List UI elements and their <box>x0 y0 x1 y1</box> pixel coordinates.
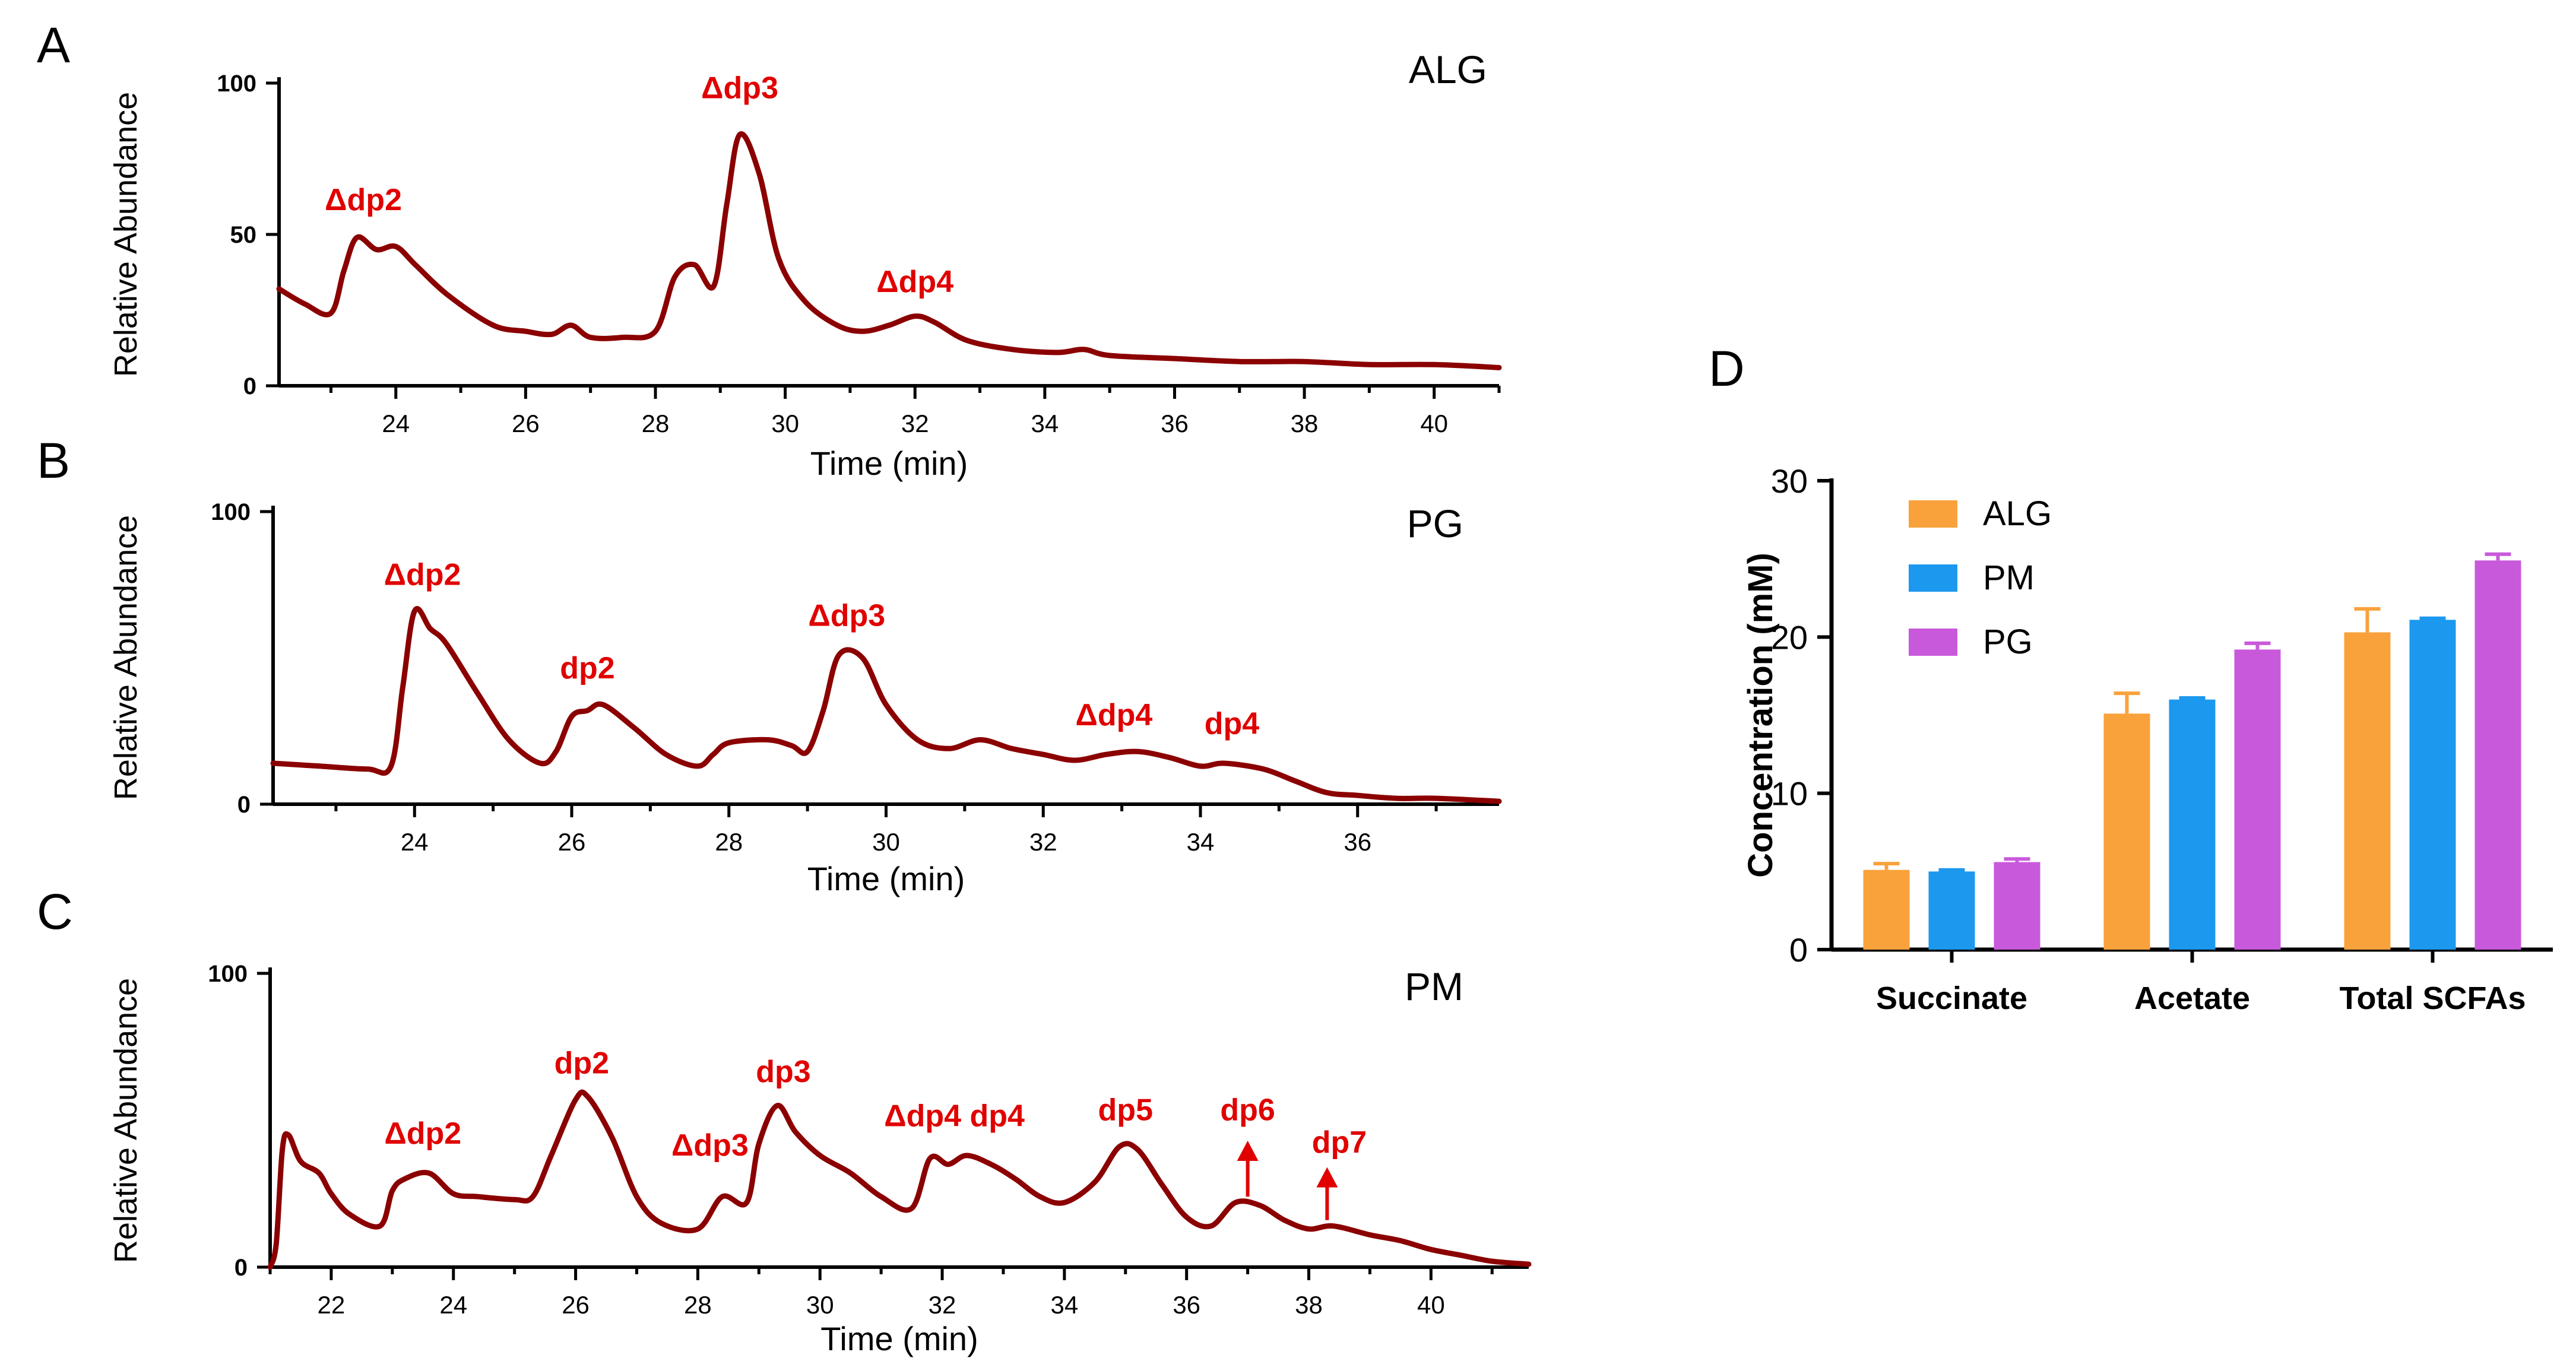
peak-label-c: Δdp4 dp4 <box>884 1099 1025 1133</box>
legend-swatch-pg <box>1909 629 1957 656</box>
peak-label-c: dp6 <box>1220 1093 1275 1128</box>
peak-label-b: Δdp4 <box>1075 698 1152 732</box>
peak-label-c: dp5 <box>1098 1093 1153 1128</box>
panel-label-c: C <box>37 884 73 940</box>
x-tick-label-a: 26 <box>512 410 540 437</box>
x-tick-label-c: 32 <box>929 1291 956 1319</box>
y-axis-label-c: Relative Abundance <box>108 978 144 1263</box>
x-tick-label-c: 24 <box>439 1291 467 1319</box>
panel-label-a: A <box>37 17 70 73</box>
legend-swatch-alg <box>1909 500 1957 528</box>
bar-pg <box>1994 862 2040 950</box>
arrow-head <box>1237 1141 1259 1161</box>
legend-label-pm: PM <box>1983 558 2035 597</box>
x-tick-label-c: 38 <box>1295 1291 1323 1319</box>
peak-label-a: Δdp4 <box>876 265 953 299</box>
x-tick-label-c: 40 <box>1417 1291 1445 1319</box>
y-tick-label-d: 30 <box>1771 462 1808 500</box>
panel-label-d: D <box>1709 341 1745 396</box>
peak-label-a: Δdp3 <box>701 71 778 106</box>
y-axis-label-b: Relative Abundance <box>108 515 144 800</box>
x-tick-label-a: 34 <box>1031 410 1059 437</box>
x-tick-label-a: 38 <box>1291 410 1319 437</box>
peak-label-c: Δdp2 <box>384 1116 461 1151</box>
y-tick-label-b: 100 <box>211 499 251 525</box>
category-label: Succinate <box>1876 980 2027 1016</box>
bar-pm <box>2169 699 2216 950</box>
x-axis-label-b: Time (min) <box>807 860 965 897</box>
sample-label-c: PM <box>1405 964 1463 1008</box>
bar-pm <box>2409 620 2456 950</box>
bar-alg <box>2103 713 2150 950</box>
peak-label-b: Δdp2 <box>384 557 461 592</box>
sample-label-b: PG <box>1407 502 1463 545</box>
arrow-head <box>1316 1167 1338 1188</box>
x-tick-label-b: 30 <box>872 828 900 856</box>
peak-label-c: dp2 <box>555 1046 609 1080</box>
peak-label-c: dp3 <box>756 1055 810 1089</box>
bar-pg <box>2474 560 2521 950</box>
x-tick-label-c: 26 <box>562 1291 590 1319</box>
peak-label-b: dp2 <box>560 651 614 686</box>
peak-label-a: Δdp2 <box>325 183 402 217</box>
chromatogram-trace-a <box>276 131 1502 370</box>
bar-alg <box>2344 632 2391 950</box>
x-tick-label-b: 32 <box>1029 828 1057 856</box>
y-tick-label-d: 10 <box>1771 775 1808 813</box>
x-tick-label-b: 26 <box>558 828 586 856</box>
legend-swatch-pm <box>1909 564 1957 592</box>
y-tick-label-a: 100 <box>217 71 256 97</box>
panel-label-b: B <box>37 433 70 488</box>
x-tick-label-a: 24 <box>382 410 410 437</box>
y-tick-label-d: 20 <box>1771 618 1808 656</box>
x-axis-label-c: Time (min) <box>820 1320 978 1357</box>
x-tick-label-c: 28 <box>684 1291 712 1319</box>
sample-label-a: ALG <box>1409 47 1487 91</box>
legend-label-pg: PG <box>1983 623 2033 661</box>
peak-label-c: dp7 <box>1312 1125 1367 1160</box>
y-tick-label-a: 0 <box>243 373 256 399</box>
y-tick-label-c: 100 <box>208 961 248 987</box>
x-tick-label-c: 36 <box>1173 1291 1200 1319</box>
y-tick-label-b: 0 <box>237 792 251 818</box>
y-tick-label-a: 50 <box>230 222 257 248</box>
peak-label-b: Δdp3 <box>808 598 885 633</box>
y-axis-label-d: Concentration (mM) <box>1741 553 1780 878</box>
bar-alg <box>1863 869 1910 950</box>
chromatogram-trace-b <box>270 606 1502 804</box>
x-tick-label-b: 34 <box>1187 828 1215 856</box>
y-tick-label-c: 0 <box>235 1255 248 1281</box>
x-tick-label-c: 22 <box>318 1291 346 1319</box>
legend-label-alg: ALG <box>1983 494 2052 533</box>
chromatogram-trace-c <box>267 1089 1532 1270</box>
x-tick-label-b: 24 <box>401 828 429 856</box>
x-tick-label-c: 34 <box>1051 1291 1079 1319</box>
x-tick-label-a: 28 <box>642 410 670 437</box>
y-axis-label-a: Relative Abundance <box>108 92 144 377</box>
x-tick-label-b: 28 <box>715 828 743 856</box>
x-tick-label-a: 40 <box>1420 410 1448 437</box>
x-tick-label-c: 30 <box>806 1291 834 1319</box>
bar-pg <box>2234 649 2281 950</box>
x-tick-label-a: 32 <box>901 410 929 437</box>
bar-pm <box>1928 871 1975 950</box>
x-tick-label-b: 36 <box>1344 828 1371 856</box>
x-axis-label-a: Time (min) <box>810 445 968 482</box>
peak-label-c: Δdp3 <box>671 1128 749 1163</box>
category-label: Total SCFAs <box>2339 980 2526 1016</box>
x-tick-label-a: 30 <box>771 410 799 437</box>
peak-label-b: dp4 <box>1205 707 1260 741</box>
y-tick-label-d: 0 <box>1789 931 1808 969</box>
category-label: Acetate <box>2134 980 2250 1016</box>
x-tick-label-a: 36 <box>1161 410 1189 437</box>
